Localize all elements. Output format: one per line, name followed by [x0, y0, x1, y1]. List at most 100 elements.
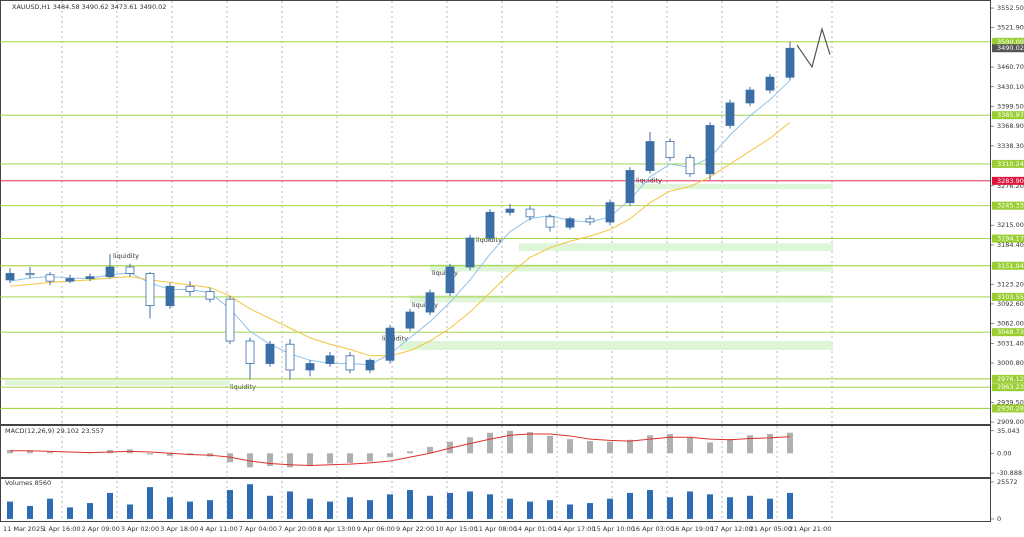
volume-bar: [467, 491, 473, 519]
y-tick-label: 3123.20: [997, 280, 1024, 288]
y-tick-label: 3276.20: [997, 182, 1024, 190]
level-tag: [992, 328, 1024, 337]
current-price-tag: [992, 44, 1024, 53]
level-label: 3283.90: [997, 177, 1024, 185]
main-panel: [0, 0, 991, 425]
level-tag: [992, 176, 1024, 185]
volume-bar: [27, 505, 33, 519]
macd-bar: [547, 435, 553, 454]
x-tick-label: 21 Apr 05:00: [750, 525, 792, 533]
level-label: 3103.55: [997, 293, 1024, 301]
candle-body: [185, 285, 195, 292]
volume-bar: [747, 495, 753, 519]
candle-body: [745, 89, 755, 104]
candle-body: [645, 141, 655, 171]
level-label: 2963.23: [997, 383, 1024, 391]
projection: [796, 26, 831, 69]
y-tick-label: 3552.50: [997, 4, 1024, 12]
volume-bar: [167, 497, 173, 519]
x-tick-label: 4 Apr 11:00: [200, 525, 238, 533]
y-tick-label: 3430.10: [997, 83, 1024, 91]
level-tag: [992, 159, 1024, 168]
macd-bar: [507, 430, 513, 454]
x-tick-label: 11 Mar 2025: [3, 525, 44, 533]
candle-body: [525, 208, 535, 218]
volume-bar: [567, 504, 573, 519]
y-tick-label: 3062.00: [997, 320, 1024, 328]
macd-bar: [527, 432, 533, 454]
y-tick-label: 3460.70: [997, 63, 1024, 71]
y-tick-label: 0: [997, 515, 1001, 523]
macd-bar: [387, 453, 393, 458]
candle-body: [465, 237, 475, 268]
macd-bar: [767, 434, 773, 454]
macd-panel: [0, 425, 991, 478]
macd-bar: [247, 453, 253, 468]
volume-bar: [227, 490, 233, 519]
y-tick-label: 3368.90: [997, 122, 1024, 130]
liquidity-zone: [400, 341, 833, 351]
macd-bar: [47, 451, 53, 454]
annotation: liquidity: [113, 252, 139, 260]
x-tick-label: 10 Apr 15:00: [435, 525, 477, 533]
x-tick-label: 3 Apr 02:00: [121, 525, 159, 533]
x-tick-label: 15 Apr 10:00: [593, 525, 635, 533]
volume-bar: [507, 498, 513, 519]
x-tick-label: 14 Apr 17:00: [553, 525, 595, 533]
y-tick-label: 35.043: [997, 427, 1020, 435]
volume-bar: [367, 500, 373, 519]
candle-body: [665, 141, 675, 159]
candle-body: [145, 273, 155, 307]
liquidity-zone: [630, 184, 833, 190]
macd-bar: [647, 435, 653, 454]
candle-body: [125, 266, 135, 274]
x-tick-label: 11 Apr 08:00: [475, 525, 517, 533]
candle-body: [325, 355, 335, 364]
candle-body: [405, 311, 415, 329]
level-tag: [992, 201, 1024, 210]
level-label: 3385.97: [997, 111, 1024, 119]
volume-bar: [207, 500, 213, 519]
volume-bar: [287, 491, 293, 519]
x-tick-label: 7 Apr 04:00: [239, 525, 277, 533]
level-tag: [992, 261, 1024, 270]
level-label: 3194.17: [997, 235, 1024, 243]
macd-bar: [587, 441, 593, 454]
y-tick-label: 3092.60: [997, 300, 1024, 308]
macd-bar: [147, 453, 153, 455]
macd-bar: [327, 453, 333, 464]
x-tick-label: 16 Apr 19:00: [671, 525, 713, 533]
volume-panel: [0, 478, 991, 522]
volume-bar: [527, 501, 533, 519]
macd-bar: [707, 442, 713, 454]
y-tick-label: 3521.90: [997, 24, 1024, 32]
macd-bar: [267, 453, 273, 467]
candle-body: [245, 340, 255, 364]
candle-body: [5, 273, 15, 281]
x-tick-label: 9 Apr 06:00: [357, 525, 395, 533]
chart-title: XAUUSD,H1 3484.58 3490.62 3473.61 3490.0…: [12, 3, 166, 11]
level-tag: [992, 234, 1024, 243]
candle-body: [425, 292, 435, 313]
level-tag: [992, 404, 1024, 413]
volume-bar: [247, 484, 253, 519]
candle-body: [225, 298, 235, 342]
moving-average: [9, 121, 791, 357]
candle-body: [385, 327, 395, 361]
volume-bar: [607, 498, 613, 519]
y-tick-label: 3184.40: [997, 241, 1024, 249]
vertical-grid: [61, 1, 833, 521]
candle-body: [545, 216, 555, 228]
macd-bar: [7, 450, 13, 454]
zone-label: liquidity: [382, 335, 408, 343]
macd-bar: [787, 432, 793, 454]
volume-bar: [787, 492, 793, 519]
level-tag: [992, 374, 1024, 383]
candle-body: [505, 208, 515, 213]
volume-bar: [727, 497, 733, 519]
volume-bar: [307, 498, 313, 519]
macd-bar: [567, 439, 573, 454]
x-tick-label: 8 Apr 13:00: [317, 525, 355, 533]
volume-bar: [47, 498, 53, 519]
candle-body: [345, 355, 355, 371]
